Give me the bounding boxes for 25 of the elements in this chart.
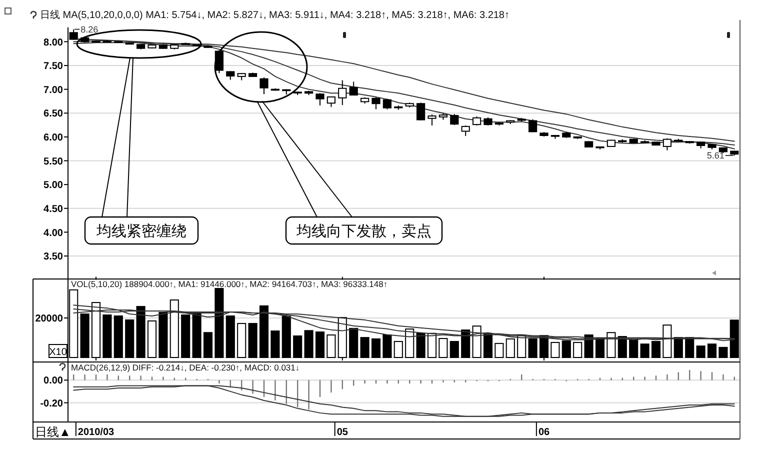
y-tick-label: 3.50 bbox=[44, 252, 64, 263]
chart-title: VOL(5,10,20) 188904.000↑, MA1: 91446.000↑, MA2: 94164.703↑, MA3: 96333.148↑ bbox=[71, 279, 388, 289]
chart-title: MACD(26,12,9) DIFF: -0.214↓, DEA: -0.230↑, MACD: 0.031↓ bbox=[71, 362, 300, 372]
x-axis-title: 日线▲ bbox=[35, 425, 71, 439]
y-tick-label: 5.00 bbox=[44, 180, 64, 192]
y-axis-title: X10 bbox=[49, 347, 68, 358]
y-tick-label: 7.00 bbox=[44, 84, 64, 96]
annotation: 均线向下发散，卖点 bbox=[296, 223, 432, 240]
annotation: 8.26 bbox=[80, 24, 98, 34]
x-tick-label: 05 bbox=[336, 427, 348, 438]
x-tick-label: 06 bbox=[538, 427, 550, 438]
y-tick-label: 4.50 bbox=[44, 204, 64, 215]
y-tick-label: 5.50 bbox=[44, 156, 64, 168]
y-tick-label: 4.00 bbox=[44, 228, 64, 239]
y-tick-label: 7.50 bbox=[44, 61, 64, 72]
chart-title: 日线 MA(5,10,20,0,0,0) MA1: 5.754↓, MA2: 5.827↓, MA3: 5.911↓, MA4: 3.218↑, MA5: 3.218↑, MA6: 3.218↑ bbox=[40, 9, 510, 21]
y-tick-label: 20000 bbox=[35, 314, 64, 325]
y-tick-label: 6.00 bbox=[44, 132, 64, 144]
annotation: 5.61 bbox=[706, 150, 724, 161]
y-tick-label: 6.50 bbox=[44, 108, 64, 120]
x-tick-label: 2010/03 bbox=[78, 427, 115, 438]
annotation: 均线紧密缠绕 bbox=[96, 223, 186, 240]
y-tick-label: 0.00 bbox=[44, 376, 64, 387]
y-tick-label: 8.00 bbox=[44, 37, 64, 48]
y-tick-label: -0.20 bbox=[40, 398, 64, 410]
